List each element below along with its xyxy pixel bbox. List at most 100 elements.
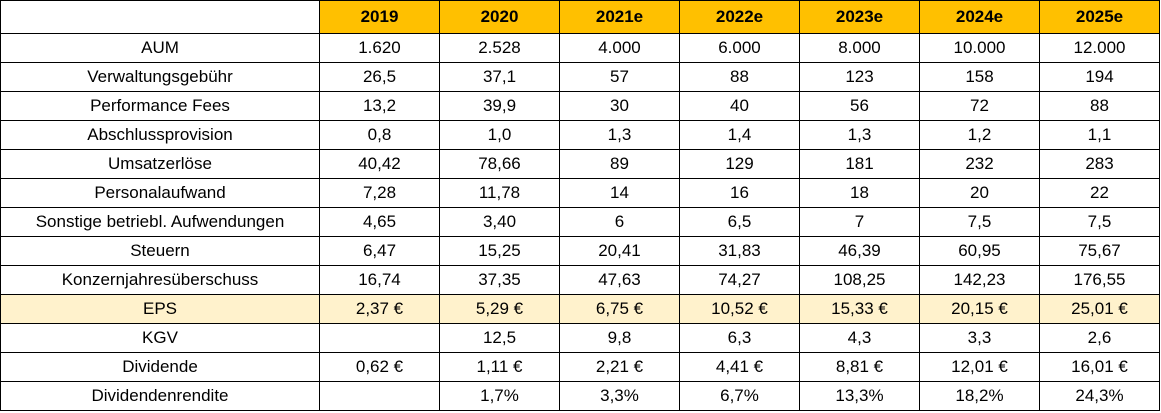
value-cell: 78,66: [439, 149, 560, 179]
column-header: 2020: [439, 0, 560, 34]
value-cell: 6,47: [319, 236, 440, 266]
table-row: Dividendenrendite 1,7% 3,3% 6,7% 13,3% 18,2% 2…: [0, 381, 1160, 411]
column-header: 2019: [319, 0, 440, 34]
value-cell: 6,5: [679, 207, 800, 237]
table-row: Umsatzerlöse 40,42 78,66 89 129 181 232 283: [0, 149, 1160, 179]
row-label: Performance Fees: [0, 91, 320, 121]
value-cell: 16: [679, 178, 800, 208]
row-label: AUM: [0, 33, 320, 63]
value-cell: 20,41: [559, 236, 680, 266]
value-cell: 6: [559, 207, 680, 237]
value-cell: 39,9: [439, 91, 560, 121]
value-cell: 1,4: [679, 120, 800, 150]
value-cell: 24,3%: [1039, 381, 1160, 411]
value-cell: 8,81 €: [799, 352, 920, 382]
table-row: Personalaufwand 7,28 11,78 14 16 18 20 22: [0, 178, 1160, 208]
value-cell: 4,3: [799, 323, 920, 353]
value-cell: 5,29 €: [439, 294, 560, 324]
value-cell: 1,11 €: [439, 352, 560, 382]
row-label: Umsatzerlöse: [0, 149, 320, 179]
value-cell: 16,74: [319, 265, 440, 295]
table-row: AUM 1.620 2.528 4.000 6.000 8.000 10.000 12.000: [0, 33, 1160, 63]
value-cell: 7,5: [1039, 207, 1160, 237]
value-cell: 13,3%: [799, 381, 920, 411]
value-cell: 9,8: [559, 323, 680, 353]
value-cell: 15,25: [439, 236, 560, 266]
value-cell: 283: [1039, 149, 1160, 179]
value-cell: 1,7%: [439, 381, 560, 411]
value-cell: 18,2%: [919, 381, 1040, 411]
row-label: KGV: [0, 323, 320, 353]
value-cell: 57: [559, 62, 680, 92]
row-label: Personalaufwand: [0, 178, 320, 208]
value-cell: 108,25: [799, 265, 920, 295]
value-cell: 8.000: [799, 33, 920, 63]
value-cell: 89: [559, 149, 680, 179]
value-cell: 158: [919, 62, 1040, 92]
value-cell: 12.000: [1039, 33, 1160, 63]
table-row: Verwaltungsgebühr 26,5 37,1 57 88 123 158 194: [0, 62, 1160, 92]
row-label: Sonstige betriebl. Aufwendungen: [0, 207, 320, 237]
value-cell: 6.000: [679, 33, 800, 63]
value-cell: 88: [679, 62, 800, 92]
value-cell: 72: [919, 91, 1040, 121]
table-row: Dividende 0,62 €1,11 €2,21 €4,41 €8,81 €1…: [0, 352, 1160, 382]
value-cell: 11,78: [439, 178, 560, 208]
value-cell: 232: [919, 149, 1040, 179]
row-label: Dividende: [0, 352, 320, 382]
value-cell: 30: [559, 91, 680, 121]
value-cell: 6,7%: [679, 381, 800, 411]
value-cell: 40: [679, 91, 800, 121]
column-header: 2025e: [1039, 0, 1160, 34]
value-cell: 47,63: [559, 265, 680, 295]
column-header: 2022e: [679, 0, 800, 34]
table-row: Sonstige betriebl. Aufwendungen 4,65 3,40 6…: [0, 207, 1160, 237]
value-cell: 176,55: [1039, 265, 1160, 295]
value-cell: 4,65: [319, 207, 440, 237]
value-cell: 25,01 €: [1039, 294, 1160, 324]
row-label: Dividendenrendite: [0, 381, 320, 411]
value-cell: 40,42: [319, 149, 440, 179]
value-cell: 75,67: [1039, 236, 1160, 266]
value-cell: 18: [799, 178, 920, 208]
value-cell: 10,52 €: [679, 294, 800, 324]
value-cell: 15,33 €: [799, 294, 920, 324]
value-cell: 60,95: [919, 236, 1040, 266]
value-cell: 6,3: [679, 323, 800, 353]
row-label: Abschlussprovision: [0, 120, 320, 150]
value-cell: 16,01 €: [1039, 352, 1160, 382]
value-cell: 1,1: [1039, 120, 1160, 150]
value-cell: 20: [919, 178, 1040, 208]
value-cell: 1,2: [919, 120, 1040, 150]
value-cell: 2,37 €: [319, 294, 440, 324]
value-cell: 13,2: [319, 91, 440, 121]
value-cell: 129: [679, 149, 800, 179]
value-cell: 0,8: [319, 120, 440, 150]
empty-cell: [319, 323, 440, 353]
table-row: EPS 2,37 €5,29 €6,75 €10,52 €15,33 €20,15…: [0, 294, 1160, 324]
value-cell: 181: [799, 149, 920, 179]
value-cell: 142,23: [919, 265, 1040, 295]
value-cell: 88: [1039, 91, 1160, 121]
table-row: KGV 12,5 9,8 6,3 4,3 3,3 2,6: [0, 323, 1160, 353]
row-label: Steuern: [0, 236, 320, 266]
value-cell: 194: [1039, 62, 1160, 92]
header-row: 2019 2020 2021e 2022e 2023e 2024e 2025e: [0, 0, 1160, 34]
column-header: 2023e: [799, 0, 920, 34]
table-row: Performance Fees 13,2 39,9 30 40 56 72 88: [0, 91, 1160, 121]
value-cell: 14: [559, 178, 680, 208]
value-cell: 31,83: [679, 236, 800, 266]
value-cell: 4.000: [559, 33, 680, 63]
table-row: Steuern 6,47 15,25 20,41 31,83 46,39 60,95 75,6…: [0, 236, 1160, 266]
value-cell: 0,62 €: [319, 352, 440, 382]
value-cell: 2,6: [1039, 323, 1160, 353]
value-cell: 7: [799, 207, 920, 237]
value-cell: 7,5: [919, 207, 1040, 237]
value-cell: 3,3%: [559, 381, 680, 411]
value-cell: 12,01 €: [919, 352, 1040, 382]
value-cell: 22: [1039, 178, 1160, 208]
value-cell: 56: [799, 91, 920, 121]
value-cell: 2,21 €: [559, 352, 680, 382]
row-label: Verwaltungsgebühr: [0, 62, 320, 92]
